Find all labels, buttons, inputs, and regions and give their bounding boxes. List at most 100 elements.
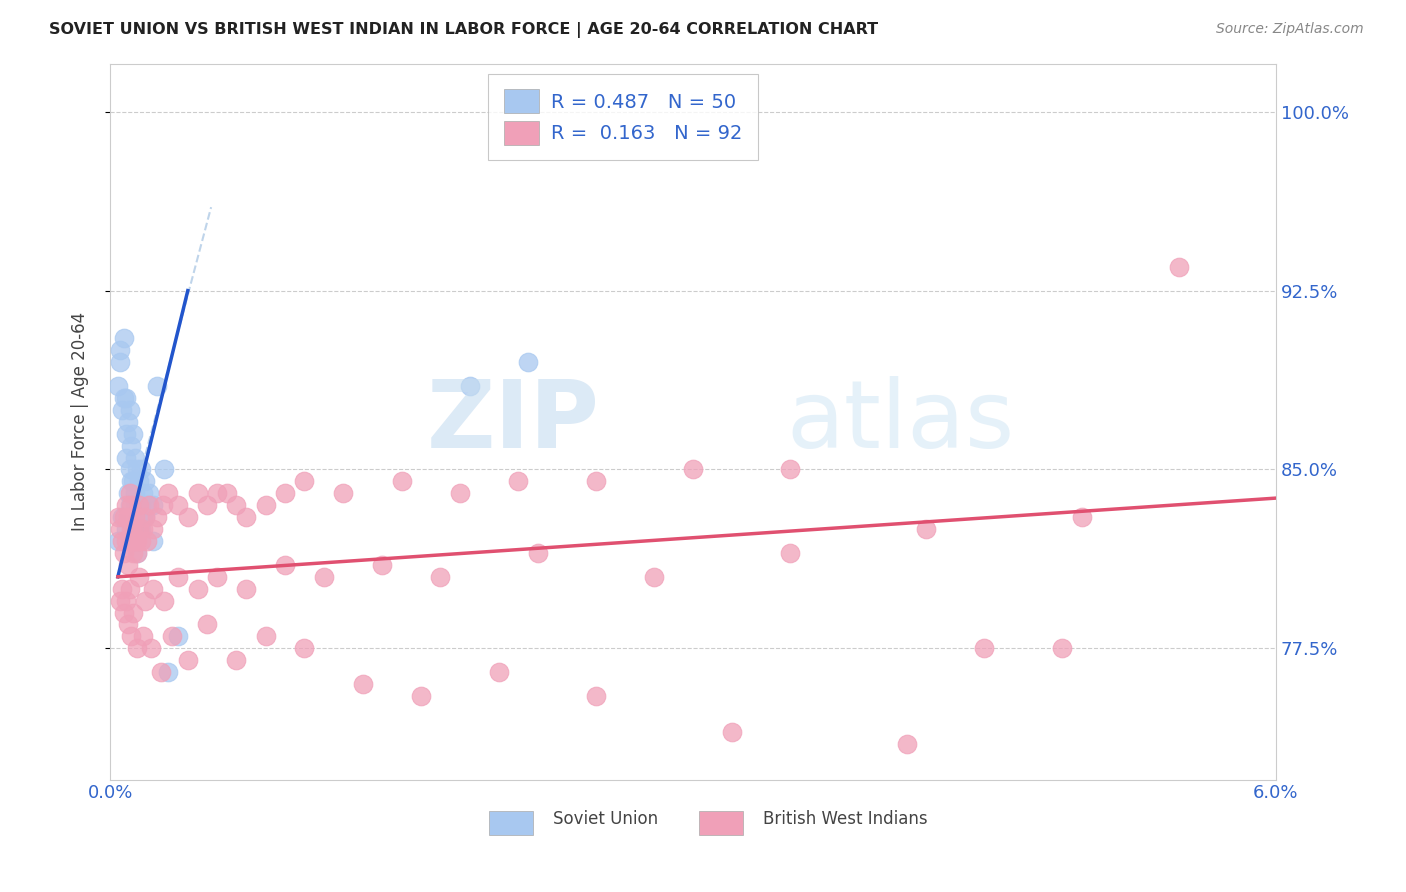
- Point: [157, 486, 180, 500]
- Point: [142, 498, 165, 512]
- Point: [371, 558, 394, 572]
- Point: [114, 534, 136, 549]
- Point: [152, 498, 174, 512]
- Point: [134, 510, 156, 524]
- Point: [312, 570, 335, 584]
- Point: [186, 582, 208, 596]
- Point: [292, 641, 315, 656]
- Point: [254, 498, 277, 512]
- Point: [118, 582, 141, 596]
- Point: [114, 593, 136, 607]
- Point: [508, 475, 530, 489]
- Point: [134, 475, 156, 489]
- Point: [127, 462, 149, 476]
- Point: [120, 498, 142, 512]
- Point: [107, 379, 129, 393]
- Point: [129, 534, 152, 549]
- Point: [132, 522, 155, 536]
- Point: [118, 462, 141, 476]
- Point: [145, 510, 167, 524]
- Point: [120, 475, 142, 489]
- Point: [149, 665, 172, 680]
- Point: [122, 510, 145, 524]
- Point: [134, 593, 156, 607]
- Point: [225, 498, 247, 512]
- Point: [117, 617, 139, 632]
- Point: [124, 486, 146, 500]
- Point: [205, 486, 228, 500]
- Point: [122, 426, 145, 441]
- Point: [124, 510, 146, 524]
- Point: [128, 522, 150, 536]
- Point: [111, 510, 134, 524]
- Point: [124, 534, 146, 549]
- Point: [111, 402, 134, 417]
- Text: British West Indians: British West Indians: [763, 810, 928, 828]
- Point: [274, 558, 297, 572]
- Text: Soviet Union: Soviet Union: [553, 810, 658, 828]
- Point: [585, 475, 607, 489]
- Point: [215, 486, 238, 500]
- Point: [108, 593, 131, 607]
- Point: [122, 522, 145, 536]
- Point: [108, 355, 131, 369]
- Point: [127, 510, 149, 524]
- Point: [643, 570, 665, 584]
- Point: [896, 737, 918, 751]
- FancyBboxPatch shape: [699, 811, 744, 835]
- Point: [114, 498, 136, 512]
- Point: [129, 462, 152, 476]
- Point: [526, 546, 548, 560]
- Point: [120, 629, 142, 643]
- Point: [142, 522, 165, 536]
- Point: [449, 486, 471, 500]
- Point: [132, 629, 155, 643]
- Point: [162, 629, 184, 643]
- Point: [195, 617, 218, 632]
- Point: [118, 486, 141, 500]
- Point: [111, 582, 134, 596]
- Point: [167, 629, 190, 643]
- Point: [107, 510, 129, 524]
- Y-axis label: In Labor Force | Age 20-64: In Labor Force | Age 20-64: [72, 312, 89, 532]
- Point: [139, 641, 162, 656]
- Point: [122, 546, 145, 560]
- Point: [128, 498, 150, 512]
- Point: [142, 534, 165, 549]
- Point: [112, 510, 135, 524]
- Point: [124, 450, 146, 465]
- Point: [352, 677, 374, 691]
- Point: [118, 402, 141, 417]
- Text: Source: ZipAtlas.com: Source: ZipAtlas.com: [1216, 22, 1364, 37]
- Point: [915, 522, 938, 536]
- Point: [112, 391, 135, 405]
- Point: [177, 510, 200, 524]
- Point: [157, 665, 180, 680]
- Point: [516, 355, 538, 369]
- Point: [117, 415, 139, 429]
- Point: [107, 534, 129, 549]
- Point: [128, 475, 150, 489]
- Point: [409, 689, 432, 703]
- Point: [117, 510, 139, 524]
- Point: [127, 534, 149, 549]
- Text: ZIP: ZIP: [427, 376, 600, 467]
- Point: [682, 462, 704, 476]
- Point: [186, 486, 208, 500]
- Point: [108, 343, 131, 358]
- Point: [1070, 510, 1092, 524]
- Point: [225, 653, 247, 667]
- Point: [128, 570, 150, 584]
- Point: [585, 689, 607, 703]
- Point: [205, 570, 228, 584]
- Point: [1050, 641, 1073, 656]
- Point: [177, 653, 200, 667]
- Point: [122, 475, 145, 489]
- Point: [167, 498, 190, 512]
- Point: [118, 498, 141, 512]
- Point: [129, 498, 152, 512]
- Point: [129, 522, 152, 536]
- Point: [332, 486, 354, 500]
- Point: [779, 546, 801, 560]
- FancyBboxPatch shape: [489, 811, 533, 835]
